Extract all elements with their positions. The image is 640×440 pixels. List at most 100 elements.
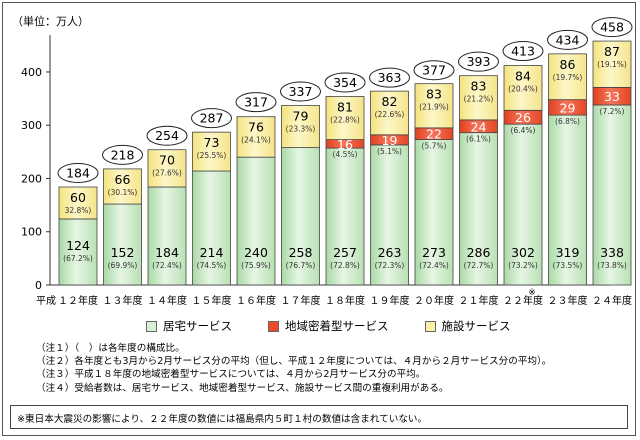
total-label: 363 [378, 70, 402, 85]
bar-segment-facility-care [281, 105, 320, 148]
legend-label-community-care: 地域密着型サービス [285, 319, 389, 333]
data-label-value: 152 [111, 245, 135, 260]
unit-label: （単位：万人） [12, 15, 89, 28]
data-label-value: 29 [560, 100, 576, 115]
data-label-percent: 32.8%) [65, 206, 92, 215]
data-label-percent: (20.4%) [508, 85, 538, 94]
y-tick-label: 300 [21, 119, 42, 132]
data-label-value: 214 [200, 245, 224, 260]
bar-segment-home-care [147, 186, 187, 286]
x-prefix-label: 平成 [36, 295, 56, 307]
legend-label-facility-care: 施設サービス [441, 319, 511, 333]
total-label: 393 [467, 54, 491, 69]
total-oval [591, 17, 633, 38]
data-label-value: 33 [604, 89, 620, 104]
data-label-percent: (30.1%) [108, 188, 138, 197]
bar-segment-home-care [459, 132, 498, 286]
data-label-percent: (24.1%) [241, 136, 271, 145]
total-oval [102, 144, 143, 165]
x-category-label: １７年度 [281, 294, 321, 307]
y-tick-label: 0 [35, 279, 42, 292]
bar-segment-facility-care [192, 131, 231, 172]
total-oval [57, 163, 99, 183]
data-label-percent: (27.6%) [152, 169, 182, 178]
total-oval [146, 125, 188, 146]
x-category-label: ２３年度 [548, 294, 588, 307]
bar-segment-home-care [192, 170, 231, 286]
total-label: 184 [66, 166, 90, 181]
data-label-percent: (75.9%) [241, 261, 271, 270]
x-category-label: １８年度 [325, 294, 365, 307]
data-label-value: 19 [382, 133, 398, 148]
x-category-label: １３年度 [103, 294, 143, 307]
legend-swatch-community-care [268, 320, 279, 332]
total-label: 254 [155, 128, 179, 143]
data-label-percent: (76.7%) [286, 261, 316, 270]
data-label-percent: (21.2%) [464, 95, 494, 104]
y-tick-label: 400 [21, 66, 42, 79]
bar-segment-facility-care [236, 116, 276, 158]
bar-segment-facility-care [147, 149, 187, 188]
data-label-value: 263 [378, 245, 402, 260]
legend-item-home-care: 居宅サービス [146, 318, 232, 334]
data-label-value: 338 [600, 245, 624, 260]
data-label-value: 82 [382, 94, 398, 109]
total-oval [191, 108, 232, 129]
bar-segment-facility-care [58, 186, 98, 220]
x-category-label: ２２年度 [503, 294, 543, 307]
x-category-label: １２年度 [58, 294, 98, 307]
data-label-percent: (67.2%) [63, 254, 93, 263]
x-category-label: １６年度 [236, 294, 276, 307]
data-label-value: 83 [426, 87, 442, 102]
total-label: 287 [200, 111, 224, 126]
data-label-value: 84 [515, 69, 531, 84]
data-label-value: 257 [333, 245, 357, 260]
total-label: 317 [244, 95, 268, 110]
total-label: 337 [289, 84, 313, 99]
data-label-value: 66 [115, 172, 131, 187]
total-oval [369, 67, 410, 88]
category-mark: ※ [528, 288, 536, 298]
data-label-percent: (22.6%) [375, 110, 405, 119]
data-label-percent: (22.8%) [330, 115, 360, 124]
data-label-percent: (73.5%) [553, 261, 583, 270]
bar-segment-facility-care [459, 75, 498, 121]
total-label: 413 [511, 44, 535, 59]
bar-segment-facility-care [592, 40, 632, 88]
x-category-label: ２０年度 [414, 294, 454, 307]
data-label-value: 273 [422, 245, 446, 260]
data-label-percent: (72.4%) [152, 261, 182, 270]
data-label-value: 124 [66, 238, 90, 253]
bar-segment-home-care [370, 144, 409, 286]
total-oval [502, 41, 544, 62]
bar-segment-home-care [503, 123, 543, 286]
total-oval [280, 81, 321, 102]
bar-segment-facility-care [548, 53, 587, 101]
bar-segment-home-care [103, 203, 142, 286]
legend-item-facility-care: 施設サービス [424, 318, 511, 334]
data-label-percent: (25.5%) [197, 151, 227, 160]
x-category-label: ２４年度 [592, 294, 632, 307]
note-2: （注２）各年度とも3月から2月サービス分の平均（但し、平成１２年度については、４… [36, 356, 552, 368]
x-category-label: １５年度 [192, 294, 232, 307]
data-label-value: 70 [159, 153, 175, 168]
total-oval [458, 51, 499, 72]
data-label-value: 81 [337, 99, 353, 114]
data-label-value: 86 [560, 57, 576, 72]
data-label-value: 87 [604, 44, 620, 59]
x-category-label: ２１年度 [459, 294, 499, 307]
data-label-percent: (73.2%) [508, 261, 538, 270]
data-label-value: 184 [155, 245, 179, 260]
data-label-percent: (72.4%) [419, 261, 449, 270]
x-category-label: １４年度 [147, 294, 187, 307]
data-label-value: 240 [244, 245, 268, 260]
total-oval [547, 29, 588, 50]
note-4: （注４）受給者数は、居宅サービス、地域密着型サービス、施設サービス間の重複利用が… [36, 382, 449, 394]
data-label-value: 16 [337, 137, 353, 152]
bar-segment-facility-care [370, 90, 409, 136]
x-category-label: １９年度 [370, 294, 410, 307]
y-tick-label: 100 [21, 226, 42, 239]
total-label: 377 [422, 63, 446, 78]
data-label-value: 22 [426, 127, 442, 142]
